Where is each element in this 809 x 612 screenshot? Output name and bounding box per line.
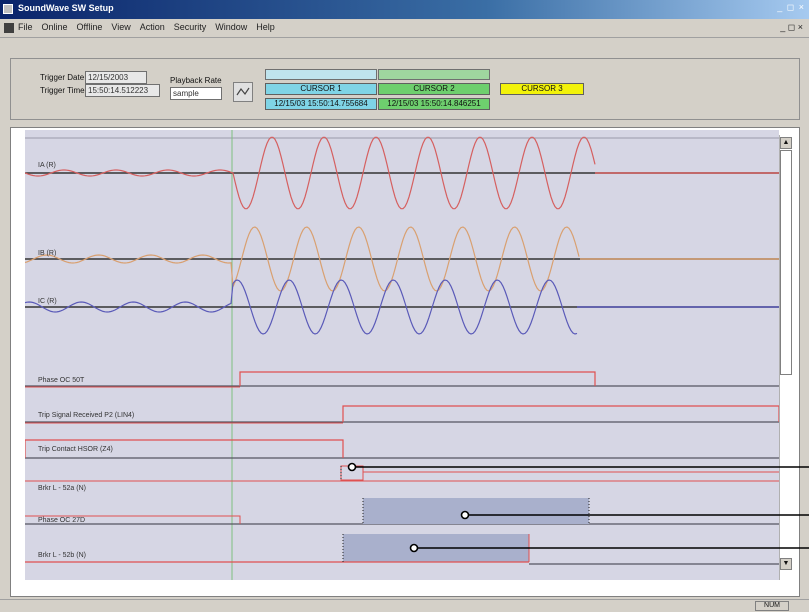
channel-label: IA (R) [38, 162, 56, 169]
trigger-date-label: Trigger Date [40, 73, 85, 82]
channel-label: Phase OC 50T [38, 377, 85, 384]
plot-scrollbar[interactable]: ▲ ▼ [779, 135, 792, 580]
title-bar: SoundWave SW Setup _ ◻ × [0, 0, 809, 19]
cursor-a-label[interactable]: CURSOR 1 [265, 83, 377, 95]
play-waveform-icon [236, 87, 250, 96]
playback-rate-select[interactable]: sample [170, 87, 222, 100]
playback-rate-label: Playback Rate [170, 76, 222, 85]
app-system-icon[interactable] [3, 4, 13, 14]
window-controls[interactable]: _ ◻ × [777, 2, 805, 12]
channel-label: Trip Signal Received P2 (LIN4) [38, 412, 135, 419]
document-icon[interactable] [4, 23, 14, 33]
trigger-time-field: 15:50:14.512223 [85, 84, 160, 97]
menu-action[interactable]: Action [139, 22, 165, 32]
trigger-date-field: 12/15/2003 [85, 71, 147, 84]
phase-oc-27d-highlight [363, 498, 589, 524]
channel-label: Phase OC 27D [38, 517, 86, 524]
cursor-b-scroller[interactable] [378, 69, 490, 80]
ib-wave-trace [25, 226, 580, 292]
cursor-c-label[interactable]: CURSOR 3 [500, 83, 584, 95]
scroll-thumb[interactable] [780, 150, 792, 375]
menu-view[interactable]: View [111, 22, 131, 32]
menu-security[interactable]: Security [173, 22, 207, 32]
scroll-down-arrow-icon[interactable]: ▼ [780, 558, 792, 570]
playback-button[interactable] [233, 82, 253, 102]
menu-bar: File Online Offline View Action Security… [0, 19, 809, 38]
cursor-a-scroller[interactable] [265, 69, 377, 80]
scroll-up-arrow-icon[interactable]: ▲ [780, 137, 792, 149]
channel-label: IB (R) [38, 250, 57, 257]
ic-wave-trace [25, 279, 578, 335]
channel-label: Brkr L - 52a (N) [38, 485, 86, 492]
menu-window[interactable]: Window [215, 22, 248, 32]
menu-online[interactable]: Online [41, 22, 68, 32]
cursor-b-label[interactable]: CURSOR 2 [378, 83, 490, 95]
trip-signal-received-pulse [342, 405, 779, 422]
status-bar: NUM [0, 599, 809, 612]
phase-oc-27d-pulse [25, 515, 241, 524]
phase-oc-50t-pulse [239, 371, 596, 386]
waveform-canvas [25, 130, 779, 580]
ia-wave-trace [25, 136, 596, 210]
menu-file[interactable]: File [18, 22, 33, 32]
cursor-a-time: 12/15/03 15:50:14.755684 [265, 98, 377, 110]
window-title: SoundWave SW Setup [18, 3, 114, 13]
cursor-b-time: 12/15/03 15:50:14.846251 [378, 98, 490, 110]
status-num-panel: NUM [755, 601, 789, 611]
channel-label: Brkr L - 52b (N) [38, 552, 86, 559]
channel-label: Trip Contact HSOR (Z4) [38, 446, 113, 453]
menu-help[interactable]: Help [256, 22, 275, 32]
channel-label: IC (R) [38, 298, 57, 305]
brkr-52a-pulse [340, 465, 364, 481]
waveform-plot[interactable] [25, 130, 779, 580]
brkr-52b-highlight [343, 534, 529, 562]
menu-offline[interactable]: Offline [76, 22, 103, 32]
mdi-window-controls[interactable]: _ ◻ × [780, 22, 803, 32]
trigger-time-label: Trigger Time [40, 86, 85, 95]
trip-contact-hsor-pulse [25, 439, 344, 458]
